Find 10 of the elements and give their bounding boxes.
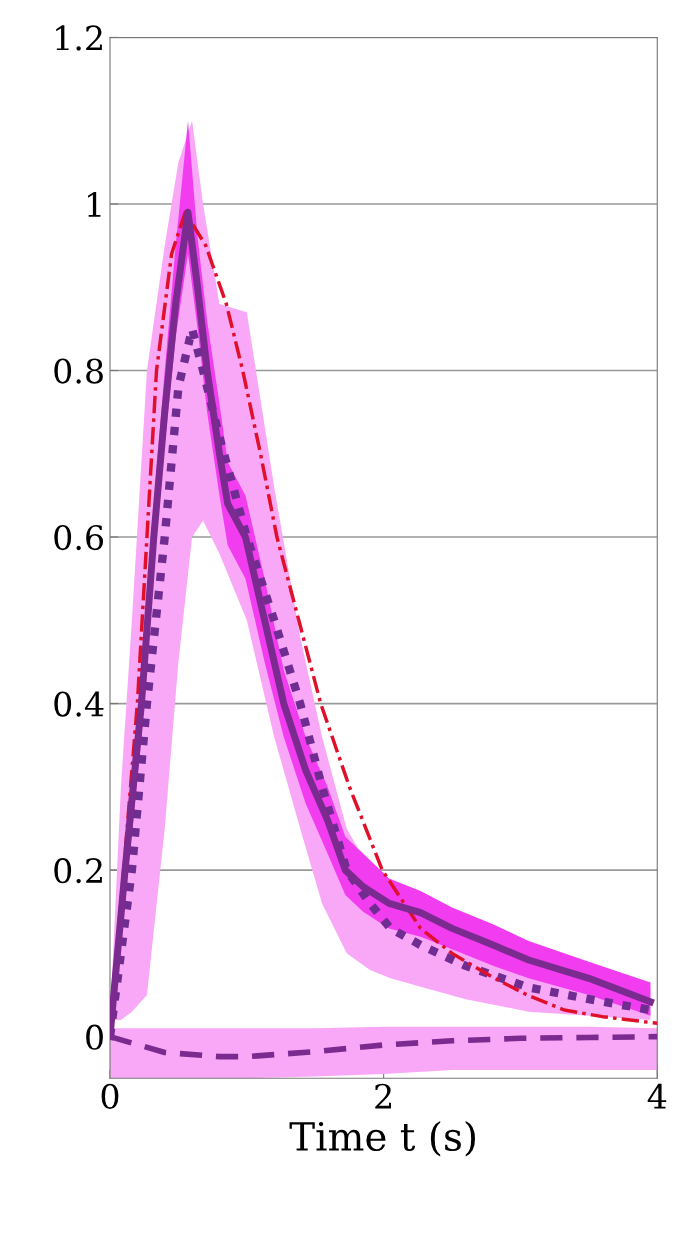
- y-tick-label: 0.4: [54, 691, 104, 717]
- y-tick-label: 0: [86, 1024, 103, 1050]
- y-tick-label: 0.2: [54, 858, 102, 884]
- y-tick-label: 0.8: [54, 358, 103, 384]
- y-tick-label: 0.6: [54, 524, 104, 551]
- y-tick-label: 1.2: [56, 25, 102, 51]
- x-axis-title: Time t (s): [289, 1120, 476, 1157]
- x-tick-label: 2: [375, 1083, 391, 1109]
- y-tick-label: 1: [88, 191, 101, 217]
- x-tick-label: 4: [647, 1083, 667, 1109]
